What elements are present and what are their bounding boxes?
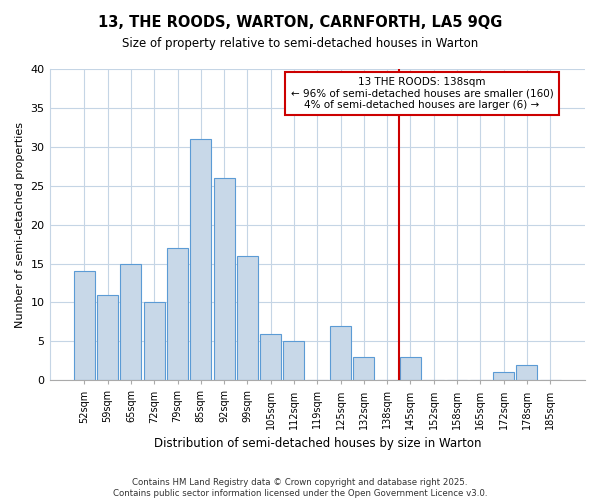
- Bar: [283, 342, 304, 380]
- Bar: [214, 178, 235, 380]
- Bar: [167, 248, 188, 380]
- Bar: [237, 256, 258, 380]
- Text: 13, THE ROODS, WARTON, CARNFORTH, LA5 9QG: 13, THE ROODS, WARTON, CARNFORTH, LA5 9Q…: [98, 15, 502, 30]
- Bar: [517, 364, 538, 380]
- Bar: [493, 372, 514, 380]
- Bar: [260, 334, 281, 380]
- Bar: [330, 326, 351, 380]
- Bar: [74, 272, 95, 380]
- Bar: [97, 294, 118, 380]
- Text: 13 THE ROODS: 138sqm
← 96% of semi-detached houses are smaller (160)
4% of semi-: 13 THE ROODS: 138sqm ← 96% of semi-detac…: [291, 77, 553, 110]
- Bar: [353, 357, 374, 380]
- X-axis label: Distribution of semi-detached houses by size in Warton: Distribution of semi-detached houses by …: [154, 437, 481, 450]
- Text: Size of property relative to semi-detached houses in Warton: Size of property relative to semi-detach…: [122, 38, 478, 51]
- Bar: [144, 302, 165, 380]
- Bar: [121, 264, 142, 380]
- Bar: [400, 357, 421, 380]
- Bar: [190, 139, 211, 380]
- Y-axis label: Number of semi-detached properties: Number of semi-detached properties: [15, 122, 25, 328]
- Text: Contains HM Land Registry data © Crown copyright and database right 2025.
Contai: Contains HM Land Registry data © Crown c…: [113, 478, 487, 498]
